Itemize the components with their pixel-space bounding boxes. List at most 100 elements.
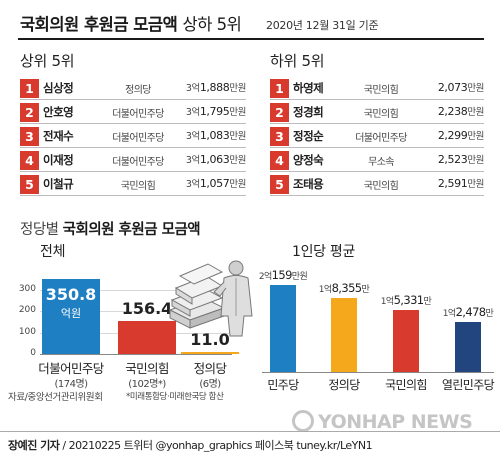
row-divider xyxy=(20,123,246,124)
member-party: 더불어민주당 xyxy=(112,157,164,168)
top5-row: 3 전재수 더불어민주당 3억1,083만원 xyxy=(20,127,246,150)
bar-unit-label: 억원 xyxy=(60,307,82,321)
member-party: 국민의힘 xyxy=(363,85,399,96)
bar-value-label: 1억2,478만 xyxy=(432,305,500,319)
x-category-label: 민주당 xyxy=(267,378,299,392)
x-category-note: (6명) xyxy=(199,379,221,390)
title-divider xyxy=(18,38,484,40)
amount-eok: 3억 xyxy=(185,107,200,118)
donation-amount: 3억1,063만원 xyxy=(185,152,247,166)
donation-amount: 2,591만원 xyxy=(437,176,485,190)
rank-badge: 1 xyxy=(270,79,289,98)
member-name: 안호영 xyxy=(43,105,74,119)
bar xyxy=(331,298,357,372)
top5-row: 2 안호영 더불어민주당 3억1,795만원 xyxy=(20,103,246,126)
donation-amount: 3억1,083만원 xyxy=(185,128,247,142)
member-name: 이철규 xyxy=(43,177,74,191)
member-name: 양정숙 xyxy=(293,153,324,167)
donation-amount: 3억1,057만원 xyxy=(186,176,247,190)
rank-badge: 1 xyxy=(20,79,39,98)
bar xyxy=(181,351,239,354)
top5-row: 4 이재정 더불어민주당 3억1,063만원 xyxy=(20,151,246,174)
rank-badge: 3 xyxy=(20,127,39,146)
member-party: 국민의힘 xyxy=(363,109,399,120)
member-name: 정경희 xyxy=(293,105,324,119)
source-note: 자료/중앙선거관리위원회 xyxy=(8,392,103,403)
amount-eok: 3억 xyxy=(185,83,200,94)
amount-value: 2,299 xyxy=(437,129,468,142)
amount-eok: 3억 xyxy=(185,155,200,166)
bottom5-row: 4 양정숙 무소속 2,523만원 xyxy=(270,151,484,174)
y-tick-label: 300 xyxy=(18,284,36,294)
row-divider xyxy=(270,171,484,172)
amount-value: 1,063 xyxy=(199,153,230,166)
amount-unit: 만원 xyxy=(229,83,246,94)
value-man: 8,355 xyxy=(331,281,363,296)
footer-divider xyxy=(0,431,500,432)
yonhap-logo-icon xyxy=(292,410,314,432)
bottom5-row: 5 조태용 국민의힘 2,591만원 xyxy=(270,175,484,198)
member-name: 심상정 xyxy=(43,81,74,95)
x-category-label: 국민의힘 xyxy=(125,361,169,376)
amount-value: 2,073 xyxy=(437,81,468,94)
bar xyxy=(118,320,176,354)
amount-value: 1,795 xyxy=(199,105,230,118)
bar-value-label: 156.4 xyxy=(121,298,173,318)
amount-unit: 만원 xyxy=(467,83,484,94)
x-category-note: (102명*) xyxy=(128,379,166,390)
donation-amount: 2,523만원 xyxy=(438,152,485,166)
member-name: 조태용 xyxy=(293,177,324,191)
party-section-prefix: 정당별 xyxy=(20,222,59,238)
rank-badge: 5 xyxy=(270,175,289,194)
rank-badge: 2 xyxy=(270,103,289,122)
member-name: 이재정 xyxy=(43,153,74,167)
watermark: YONHAP NEWS xyxy=(318,411,473,433)
row-divider xyxy=(270,147,484,148)
value-man: 5,331 xyxy=(393,293,425,308)
x-category-label: 열린민주당 xyxy=(441,378,495,392)
amount-value: 1,057 xyxy=(199,177,230,190)
gridline xyxy=(40,290,232,291)
bar xyxy=(455,321,481,372)
value-unit: 만 xyxy=(485,308,494,319)
value-man: 2,478 xyxy=(455,304,487,319)
bar-value-label: 1억5,331만 xyxy=(370,293,442,307)
amount-unit: 만원 xyxy=(467,107,484,118)
member-name: 전재수 xyxy=(43,129,74,143)
member-name: 하영제 xyxy=(293,81,324,95)
amount-value: 2,591 xyxy=(437,177,468,190)
bar xyxy=(270,285,296,372)
baseline xyxy=(262,372,494,373)
gridline xyxy=(40,311,232,313)
bottom5-row: 2 정경희 국민의힘 2,238만원 xyxy=(270,103,484,126)
row-divider xyxy=(20,147,246,148)
donation-amount: 3억1,795만원 xyxy=(185,104,247,118)
chart-footnote: *미래통합당·미래한국당 합산 xyxy=(126,392,224,402)
top5-row: 5 이철규 국민의힘 3억1,057만원 xyxy=(20,175,246,198)
donation-amount: 2,299만원 xyxy=(437,128,485,142)
page-title: 국회의원 후원금 모금액 상하 5위 xyxy=(20,11,242,35)
rank-badge: 4 xyxy=(270,151,289,170)
amount-value: 1,083 xyxy=(199,129,230,142)
party-section-title: 정당별 국회의원 후원금 모금액 xyxy=(20,218,201,239)
bar xyxy=(42,279,100,354)
member-party: 더불어민주당 xyxy=(112,109,164,120)
bar-value-label: 11.0 xyxy=(190,329,230,349)
y-tick-label: 0 xyxy=(30,348,36,358)
amount-value: 2,238 xyxy=(437,105,468,118)
y-tick-label: 100 xyxy=(18,326,36,337)
bar-value-label: 2억159만원 xyxy=(247,268,319,282)
amount-unit: 만원 xyxy=(467,179,484,190)
top5-heading: 상위 5위 xyxy=(20,52,75,70)
top5-row: 1 심상정 정의당 3억1,888만원 xyxy=(20,79,246,102)
amount-eok: 3억 xyxy=(185,131,200,142)
row-divider xyxy=(270,123,484,124)
member-party: 더불어민주당 xyxy=(355,133,407,144)
y-tick-label: 200 xyxy=(18,305,36,316)
donation-amount: 2,073만원 xyxy=(437,80,485,94)
per-person-chart-title: 1인당 평균 xyxy=(292,244,356,260)
amount-unit: 만원 xyxy=(229,107,246,118)
bar-value-label: 350.8 xyxy=(45,285,97,305)
value-eok: 2억 xyxy=(258,272,272,282)
